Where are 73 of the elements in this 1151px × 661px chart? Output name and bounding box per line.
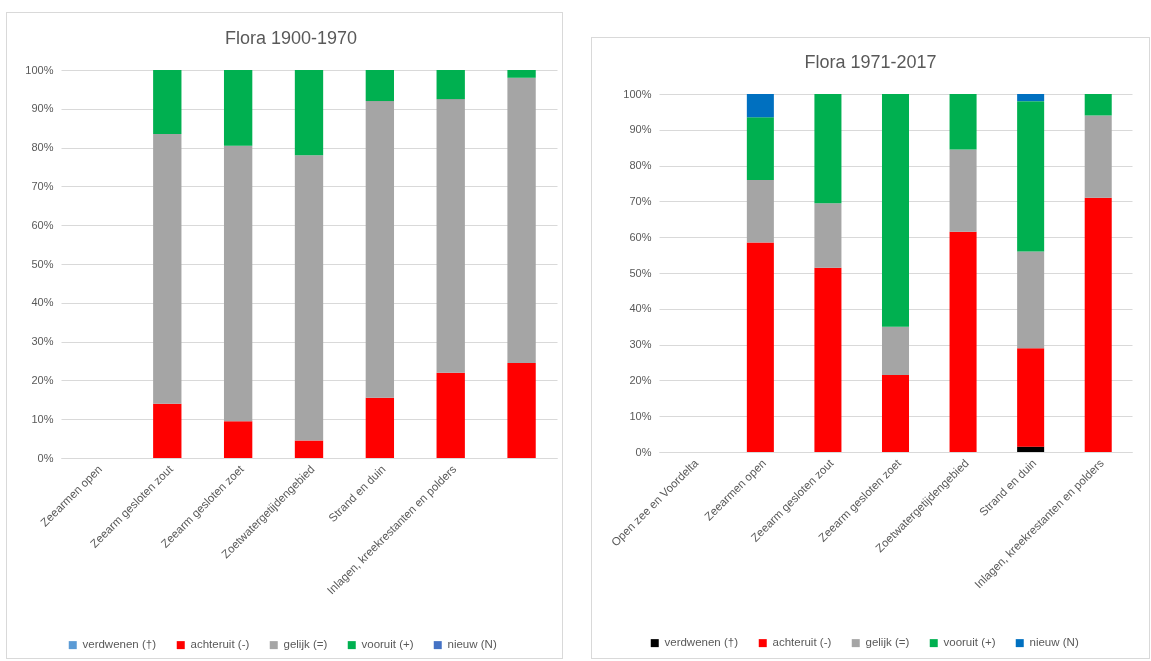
bar	[153, 70, 182, 135]
y-tick-label: 50%	[31, 257, 54, 270]
y-tick-label: 60%	[31, 218, 54, 231]
legend-label: vooruit (+)	[361, 638, 414, 651]
y-tick-label: 10%	[31, 412, 54, 425]
y-tick-label: 60%	[629, 230, 652, 243]
y-tick-label: 100%	[25, 63, 54, 76]
bar	[949, 149, 977, 232]
legend-label: gelijk (=)	[865, 636, 910, 649]
y-tick-label: 100%	[623, 87, 652, 100]
y-tick-label: 20%	[629, 373, 652, 386]
bar	[1084, 94, 1112, 116]
bar	[881, 375, 910, 452]
y-tick-label: 0%	[635, 445, 652, 458]
bar	[1017, 94, 1045, 102]
bar	[814, 203, 842, 268]
chart-title: Flora 1900-1970	[224, 28, 357, 48]
legend-label: achteruit (-)	[190, 638, 250, 651]
bar	[814, 94, 842, 204]
bar	[294, 440, 324, 458]
y-tick-label: 70%	[31, 179, 54, 192]
bar	[365, 70, 395, 102]
legend-label: verdwenen (†)	[82, 638, 157, 651]
bar	[746, 117, 774, 180]
y-tick-label: 70%	[629, 194, 652, 207]
bar	[294, 70, 324, 156]
y-tick-label: 40%	[629, 302, 652, 315]
bar	[1017, 251, 1045, 349]
bar	[881, 94, 910, 327]
bar	[436, 70, 465, 100]
bar	[949, 231, 977, 452]
legend-label: gelijk (=)	[283, 638, 328, 651]
bar	[746, 242, 774, 452]
bar	[1017, 446, 1045, 452]
bar	[365, 101, 395, 398]
bar	[223, 421, 253, 458]
legend-label: vooruit (+)	[943, 636, 996, 649]
bar	[223, 145, 253, 422]
y-tick-label: 30%	[629, 338, 652, 351]
legend-label: achteruit (-)	[772, 636, 832, 649]
y-tick-label: 50%	[629, 266, 652, 279]
legend-label: verdwenen (†)	[664, 636, 739, 649]
bar	[1017, 101, 1045, 252]
bar	[436, 99, 465, 373]
bar	[814, 267, 842, 452]
y-tick-label: 80%	[31, 141, 54, 154]
y-tick-label: 90%	[31, 102, 54, 115]
bar	[436, 372, 465, 458]
bar	[365, 397, 395, 458]
bar	[1084, 197, 1112, 452]
bar	[223, 70, 253, 146]
y-tick-label: 80%	[629, 159, 652, 172]
bar	[746, 94, 774, 118]
bar	[507, 77, 536, 363]
bar	[1084, 115, 1112, 198]
bar	[507, 70, 536, 78]
y-tick-label: 40%	[31, 296, 54, 309]
bar	[746, 179, 774, 243]
bar	[153, 134, 182, 404]
bar	[1017, 348, 1045, 447]
y-tick-label: 0%	[37, 451, 54, 464]
y-tick-label: 20%	[31, 373, 54, 386]
bar	[881, 326, 910, 376]
legend-label: nieuw (N)	[1029, 636, 1079, 649]
y-tick-label: 90%	[629, 123, 652, 136]
legend-label: nieuw (N)	[447, 638, 497, 651]
bar	[949, 94, 977, 150]
chart-title: Flora 1971-2017	[804, 52, 937, 72]
bar	[294, 155, 324, 441]
y-tick-label: 30%	[31, 335, 54, 348]
y-tick-label: 10%	[629, 409, 652, 422]
bar	[153, 403, 182, 458]
bar	[507, 362, 536, 458]
